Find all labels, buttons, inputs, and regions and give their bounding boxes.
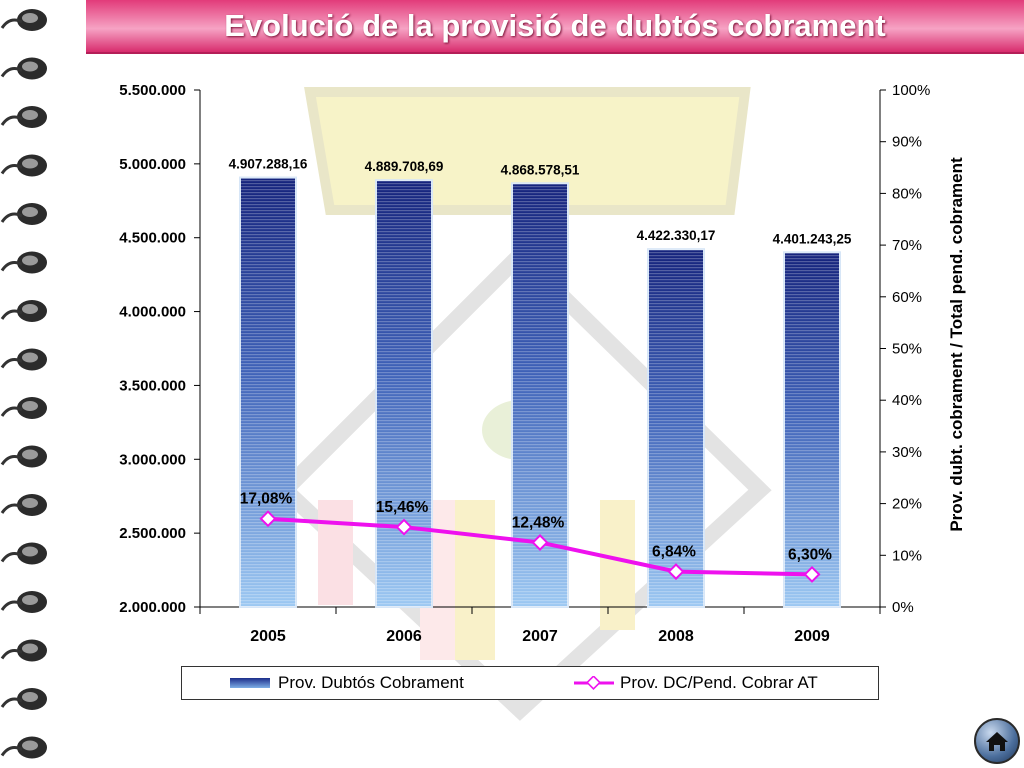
y-tick-label-left: 5.000.000 (119, 156, 186, 173)
spiral-wire (0, 406, 23, 417)
spiral-wire (0, 746, 23, 757)
y-tick-label-left: 2.500.000 (119, 525, 186, 542)
y-tick-label-left: 2.000.000 (119, 599, 186, 616)
title-banner: Evolució de la provisió de dubtós cobram… (86, 0, 1024, 54)
line-point (259, 510, 277, 528)
line-data-label: 12,48% (512, 514, 565, 531)
spiral-ring-highlight (22, 110, 38, 120)
spiral-ring-highlight (22, 13, 38, 23)
spiral-wire (0, 455, 23, 466)
bar-texture (240, 177, 296, 607)
x-tick-label: 2007 (522, 628, 558, 645)
x-tick-label: 2009 (794, 628, 830, 645)
legend-label-line: Prov. DC/Pend. Cobrar AT (620, 673, 818, 692)
spiral-ring-highlight (22, 158, 38, 169)
y-tick-label-right: 60% (892, 289, 922, 306)
spiral-ring-highlight (22, 595, 38, 605)
legend-label-bars: Prov. Dubtós Cobrament (278, 673, 464, 692)
y-tick-label-left: 4.000.000 (119, 304, 186, 321)
bar-data-label: 4.889.708,69 (365, 159, 444, 174)
spiral-wire (0, 309, 23, 320)
y-tick-label-left: 3.000.000 (119, 451, 186, 468)
y-tick-label-left: 5.500.000 (119, 82, 186, 99)
spiral-wire (0, 261, 23, 272)
bar-data-label: 4.401.243,25 (773, 231, 852, 246)
line-data-label: 6,84% (652, 544, 696, 561)
bar-data-label: 4.868.578,51 (501, 162, 580, 177)
y-tick-label-left: 3.500.000 (119, 377, 186, 394)
spiral-ring-highlight (22, 401, 38, 411)
spiral-wire (0, 552, 23, 563)
home-button[interactable] (974, 718, 1020, 764)
line-point (803, 565, 821, 583)
y-tick-label-right: 40% (892, 392, 922, 409)
bar-texture (376, 180, 432, 607)
spiral-ring-highlight (22, 740, 38, 751)
spiral-wire (0, 503, 23, 514)
line-data-label: 15,46% (376, 499, 429, 516)
y-tick-label-right: 100% (892, 82, 930, 99)
notebook-spiral (0, 9, 47, 759)
spiral-ring-highlight (22, 498, 38, 508)
spiral-wire (0, 115, 23, 126)
line-data-label: 17,08% (240, 491, 293, 508)
spiral-wire (0, 212, 23, 223)
legend-item-bars: Prov. Dubtós Cobrament (230, 667, 464, 699)
spiral-ring-highlight (22, 546, 38, 557)
spiral-ring-highlight (22, 352, 38, 363)
y-tick-label-right: 0% (892, 599, 914, 616)
legend-swatch-bars (230, 678, 270, 688)
spiral-wire (0, 164, 23, 175)
spiral-ring-highlight (22, 255, 38, 266)
y-tick-label-right: 20% (892, 496, 922, 513)
y-tick-label-right: 90% (892, 134, 922, 151)
y-axis-label-right: Prov. dubt. cobrament / Total pend. cobr… (947, 157, 966, 532)
spiral-ring-highlight (22, 61, 38, 72)
y-tick-label-right: 30% (892, 444, 922, 461)
page-title: Evolució de la provisió de dubtós cobram… (224, 8, 886, 43)
spiral-wire (0, 358, 23, 369)
x-tick-label: 2005 (250, 628, 286, 645)
home-icon (986, 732, 1008, 751)
spiral-wire (0, 649, 23, 660)
bar-data-label: 4.907.288,16 (229, 157, 308, 172)
spiral-wire (0, 18, 23, 29)
line-point (531, 533, 549, 551)
spiral-ring-highlight (22, 643, 38, 654)
spiral-ring-highlight (22, 304, 38, 314)
spiral-wire (0, 697, 23, 708)
spiral-ring-highlight (22, 207, 38, 217)
legend-item-line: Prov. DC/Pend. Cobrar AT (574, 667, 818, 699)
y-tick-label-right: 80% (892, 185, 922, 202)
y-tick-label-right: 10% (892, 547, 922, 564)
line-point (395, 518, 413, 536)
y-tick-label-right: 70% (892, 237, 922, 254)
spiral-ring-highlight (22, 692, 38, 702)
spiral-wire (0, 67, 23, 78)
bar-data-label: 4.422.330,17 (637, 228, 716, 243)
line-data-label: 6,30% (788, 546, 832, 563)
spiral-ring-highlight (22, 449, 38, 460)
line-point (667, 563, 685, 581)
y-tick-label-left: 4.500.000 (119, 230, 186, 247)
bar-texture (648, 249, 704, 607)
x-tick-label: 2008 (658, 628, 694, 645)
legend-swatch-line (574, 676, 614, 690)
x-tick-label: 2006 (386, 628, 422, 645)
spiral-wire (0, 600, 23, 611)
y-tick-label-right: 50% (892, 341, 922, 358)
chart-legend: Prov. Dubtós Cobrament Prov. DC/Pend. Co… (181, 666, 879, 700)
bar-texture (784, 252, 840, 607)
